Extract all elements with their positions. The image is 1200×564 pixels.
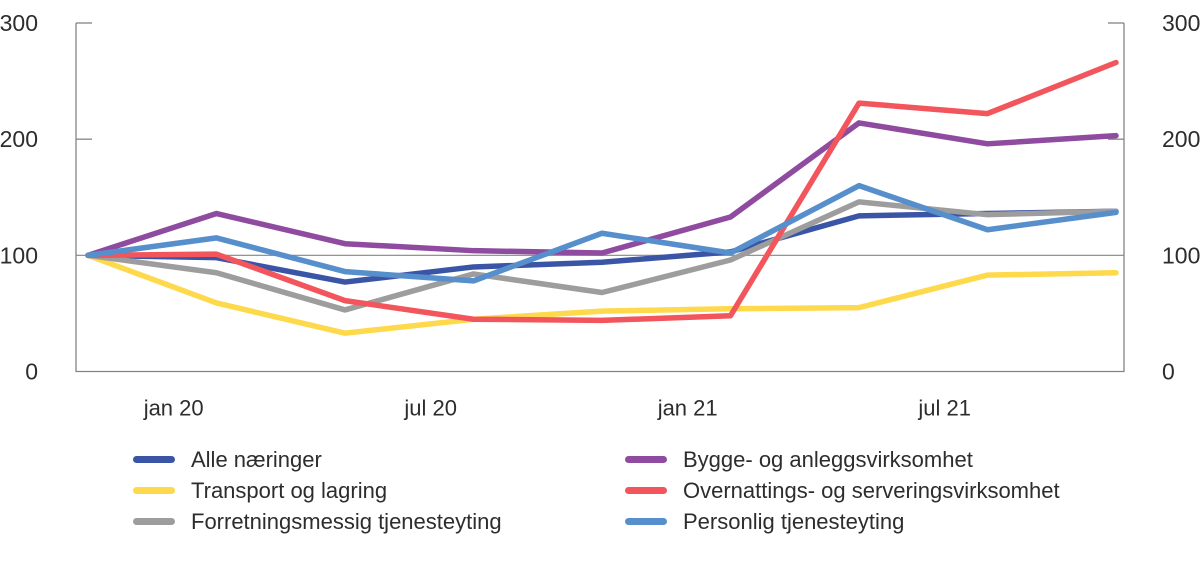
series-line-personlig-tjenesteyting [85, 182, 1119, 284]
legend-swatch-forretningsmessig-tjenesteyting [133, 518, 175, 525]
legend-swatch-bygge-og-anleggsvirksomhet [625, 456, 667, 463]
legend-swatch-transport-og-lagring [133, 487, 175, 494]
legend-item-alle-naeringer: Alle næringer [133, 444, 502, 475]
x-tick-label-jan-20: jan 20 [143, 396, 204, 421]
legend-label: Transport og lagring [191, 477, 388, 503]
y-tick-label-right-200: 200 [1162, 126, 1200, 152]
y-tick-label-right-100: 100 [1162, 242, 1200, 268]
axis-frame [75, 23, 1125, 373]
legend-label: Forretningsmessig tjenesteyting [191, 508, 502, 534]
legend-label: Bygge- og anleggsvirksomhet [683, 446, 973, 472]
series-line-forretningsmessig-tjenesteyting [85, 199, 1119, 313]
legend-item-transport-og-lagring: Transport og lagring [133, 475, 502, 506]
x-tick-label-jul-21: jul 21 [917, 396, 971, 421]
y-tick-label-left-300: 300 [0, 10, 38, 36]
series-line-overnattings-og-serveringsvirksomhet [85, 59, 1119, 324]
line-chart-plot: 0 0 100 100 200 200 300 300 jan 20 jul 20 jan 21 ju… [0, 10, 1200, 421]
legend-label: Overnattings- og serveringsvirksomhet [683, 477, 1060, 503]
legend-item-forretningsmessig-tjenesteyting: Forretningsmessig tjenesteyting [133, 506, 502, 537]
chart-legend: Alle næringer Transport og lagring Forre… [0, 444, 1200, 544]
legend-label: Personlig tjenesteyting [683, 508, 905, 534]
y-tick-label-left-100: 100 [0, 242, 38, 268]
legend-swatch-alle-naeringer [133, 456, 175, 463]
x-tick-label-jan-21: jan 21 [657, 396, 718, 421]
legend-swatch-personlig-tjenesteyting [625, 518, 667, 525]
y-tick-label-right-0: 0 [1162, 359, 1175, 385]
legend-label: Alle næringer [191, 446, 322, 472]
series-line-bygge-og-anleggsvirksomhet [85, 120, 1119, 259]
y-tick-label-right-300: 300 [1162, 10, 1200, 36]
legend-item-overnattings-og-serveringsvirksomhet: Overnattings- og serveringsvirksomhet [625, 475, 1060, 506]
legend-item-bygge-og-anleggsvirksomhet: Bygge- og anleggsvirksomhet [625, 444, 1060, 475]
legend-swatch-overnattings-og-serveringsvirksomhet [625, 487, 667, 494]
legend-column-right: Bygge- og anleggsvirksomhet Overnattings… [625, 444, 1060, 537]
x-tick-label-jul-20: jul 20 [403, 396, 457, 421]
legend-column-left: Alle næringer Transport og lagring Forre… [133, 444, 502, 537]
y-tick-label-left-200: 200 [0, 126, 38, 152]
legend-item-personlig-tjenesteyting: Personlig tjenesteyting [625, 506, 1060, 537]
series-line-transport-og-lagring [85, 252, 1119, 336]
y-tick-label-left-0: 0 [25, 359, 38, 385]
